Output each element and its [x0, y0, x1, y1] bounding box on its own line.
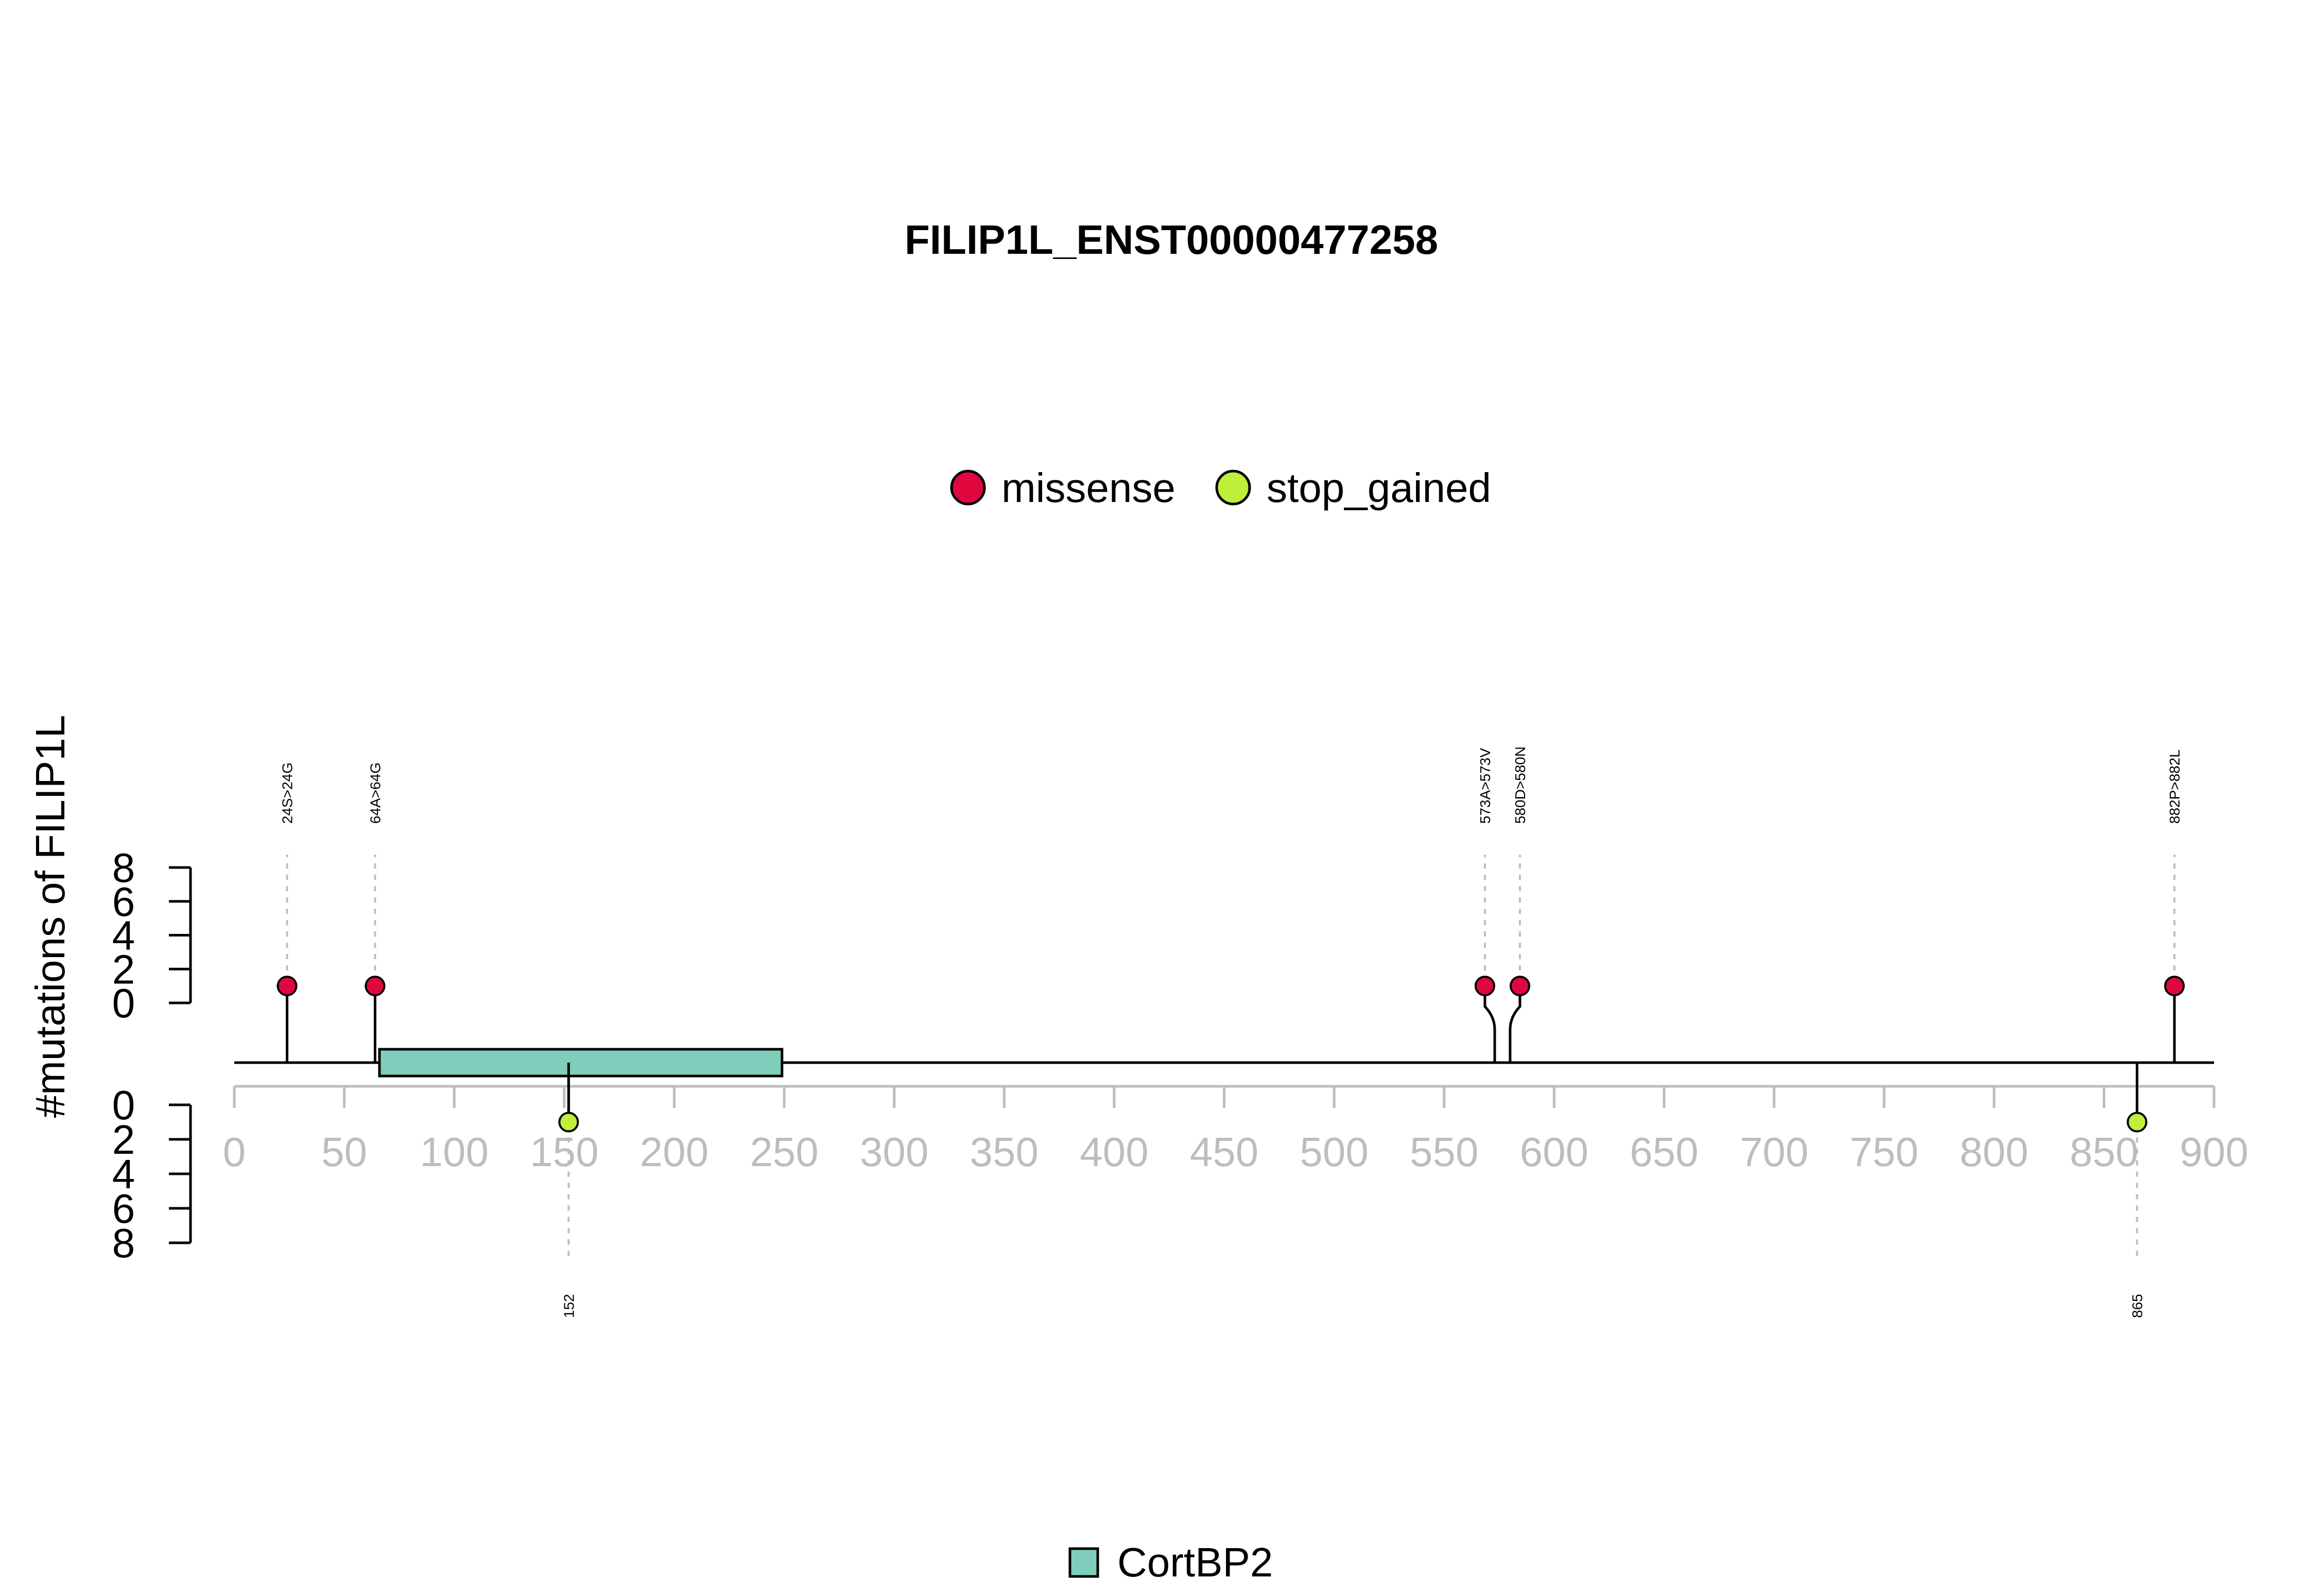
domain-cortbp2	[378, 1048, 784, 1078]
mutation-label: 24S>24G	[280, 762, 296, 824]
x-tick-label: 800	[1960, 1129, 2028, 1175]
x-tick-label: 50	[321, 1129, 367, 1175]
x-tick-label: 400	[1080, 1129, 1148, 1175]
x-tick-label: 900	[2180, 1129, 2248, 1175]
x-tick-label: 150	[530, 1129, 598, 1175]
x-tick-label: 500	[1300, 1129, 1368, 1175]
y-tick-label-down: 4	[112, 1151, 135, 1197]
x-tick-label: 750	[1849, 1129, 1918, 1175]
lollipop-head	[2164, 976, 2185, 997]
x-tick-label: 250	[750, 1129, 818, 1175]
lollipop-stem	[1483, 986, 1496, 1063]
mutation-label: 865	[2129, 1294, 2145, 1318]
chart-title: FILIP1L_ENST00000477258	[905, 217, 1438, 263]
lollipop-head	[1474, 976, 1495, 997]
y-tick-label-up: 6	[112, 879, 135, 925]
lollipop-head	[365, 976, 386, 997]
plot-area: 0 50 100 150 200 250 300 350 400 450 500 550 600 650 7…	[112, 747, 2249, 1318]
y-tick-label-down: 8	[112, 1220, 135, 1266]
y-tick-label-up: 4	[112, 913, 135, 959]
x-tick-label: 200	[640, 1129, 708, 1175]
y-tick-label-down: 0	[112, 1082, 135, 1128]
x-tick-label: 0	[223, 1129, 246, 1175]
lollipop-stem	[1509, 986, 1521, 1063]
legend-marker-stop-gained	[1215, 470, 1251, 506]
lollipop-head	[1509, 976, 1530, 997]
y-tick-label-down: 6	[112, 1186, 135, 1231]
x-tick-label: 600	[1520, 1129, 1588, 1175]
legend-marker-missense	[950, 470, 986, 506]
y-tick-label-up: 0	[112, 980, 135, 1026]
y-tick-label-up: 8	[112, 845, 135, 891]
x-tick-label: 700	[1740, 1129, 1808, 1175]
domain-legend-swatch	[1068, 1547, 1099, 1578]
legend-label-stop-gained: stop_gained	[1267, 465, 1491, 511]
lollipop-head	[2126, 1112, 2148, 1133]
domain-legend: CortBP2	[1068, 1539, 1273, 1585]
mutation-label: 152	[561, 1294, 577, 1318]
x-tick-label: 850	[2070, 1129, 2138, 1175]
x-tick-label: 300	[860, 1129, 928, 1175]
mutation-label: 64A>64G	[367, 762, 383, 824]
mutation-label: 580D>580N	[1512, 747, 1528, 824]
lollipop-head	[276, 976, 298, 997]
x-tick-label: 650	[1630, 1129, 1698, 1175]
x-tick-label: 450	[1190, 1129, 1258, 1175]
domain-legend-label: CortBP2	[1117, 1539, 1273, 1585]
mutation-label: 573A>573V	[1477, 748, 1493, 824]
y-tick-label-down: 2	[112, 1117, 135, 1163]
legend: missense stop_gained	[950, 465, 1491, 511]
x-tick-label: 350	[970, 1129, 1039, 1175]
y-tick-label-up: 2	[112, 946, 135, 992]
lollipop-head	[558, 1112, 579, 1133]
mutation-label: 882P>882L	[2167, 750, 2183, 824]
x-tick-label: 550	[1410, 1129, 1478, 1175]
legend-label-missense: missense	[1001, 465, 1175, 511]
y-axis-label: #mutations of FILIP1L	[27, 715, 73, 1118]
x-tick-label: 100	[420, 1129, 488, 1175]
